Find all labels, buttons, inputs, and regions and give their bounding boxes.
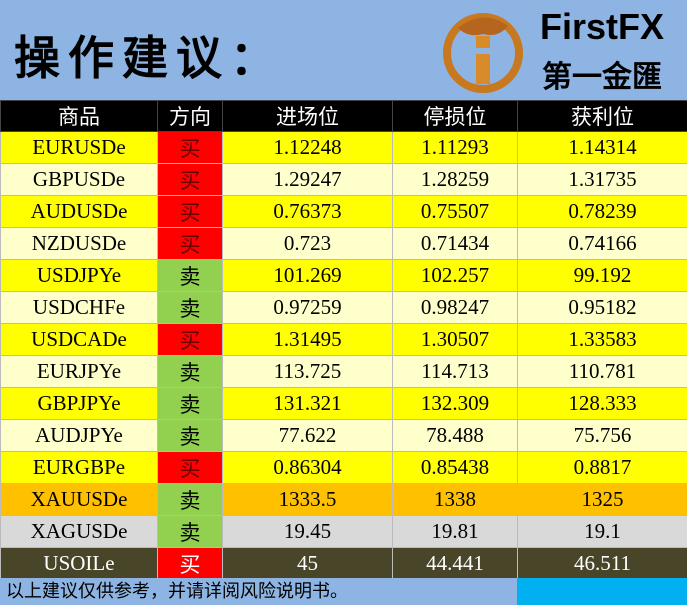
table-cell: 0.98247 — [392, 291, 518, 324]
table-cell: EURUSDe — [0, 131, 158, 164]
column-header: 停损位 — [392, 100, 518, 132]
column-header: 获利位 — [517, 100, 687, 132]
table-cell: 114.713 — [392, 355, 518, 388]
footer-cell — [517, 578, 687, 605]
table-row: XAGUSDe 卖 19.45 19.81 19.1 — [0, 515, 687, 548]
table-cell: 0.86304 — [222, 451, 393, 484]
table-cell: 19.1 — [517, 515, 687, 548]
table-row: USOILe 买 45 44.441 46.511 — [0, 547, 687, 580]
table-cell: 0.74166 — [517, 227, 687, 260]
table-cell: EURJPYe — [0, 355, 158, 388]
table-row: GBPUSDe 买 1.29247 1.28259 1.31735 — [0, 163, 687, 196]
table-cell: 0.78239 — [517, 195, 687, 228]
table-cell: 1.28259 — [392, 163, 518, 196]
table-cell: 0.723 — [222, 227, 393, 260]
table-cell: 44.441 — [392, 547, 518, 580]
table-cell: USOILe — [0, 547, 158, 580]
table-cell: XAGUSDe — [0, 515, 158, 548]
table-cell: 46.511 — [517, 547, 687, 580]
table-cell: GBPJPYe — [0, 387, 158, 420]
table-row: EURJPYe 卖 113.725 114.713 110.781 — [0, 355, 687, 388]
header: 操作建议： FirstFX 第一金匯 — [0, 0, 687, 100]
direction-cell: 卖 — [157, 483, 223, 516]
table-row: USDCADe 买 1.31495 1.30507 1.33583 — [0, 323, 687, 356]
table-cell: 0.76373 — [222, 195, 393, 228]
table-cell: 0.95182 — [517, 291, 687, 324]
table-cell: 1333.5 — [222, 483, 393, 516]
table-cell: 1338 — [392, 483, 518, 516]
table-cell: 0.85438 — [392, 451, 518, 484]
table-cell: 101.269 — [222, 259, 393, 292]
direction-cell: 买 — [157, 451, 223, 484]
direction-cell: 买 — [157, 227, 223, 260]
direction-cell: 卖 — [157, 419, 223, 452]
table-cell: 113.725 — [222, 355, 393, 388]
direction-cell: 买 — [157, 323, 223, 356]
table-row: NZDUSDe 买 0.723 0.71434 0.74166 — [0, 227, 687, 260]
table-cell: 1.31495 — [222, 323, 393, 356]
table-cell: 75.756 — [517, 419, 687, 452]
table-row: EURGBPe 买 0.86304 0.85438 0.8817 — [0, 451, 687, 484]
direction-cell: 买 — [157, 547, 223, 580]
direction-cell: 卖 — [157, 355, 223, 388]
table-cell: 0.97259 — [222, 291, 393, 324]
table-cell: USDCHFe — [0, 291, 158, 324]
table-cell: 1.11293 — [392, 131, 518, 164]
table-cell: USDCADe — [0, 323, 158, 356]
table-row: AUDUSDe 买 0.76373 0.75507 0.78239 — [0, 195, 687, 228]
table-cell: 77.622 — [222, 419, 393, 452]
direction-cell: 卖 — [157, 259, 223, 292]
table-cell: AUDJPYe — [0, 419, 158, 452]
direction-cell: 卖 — [157, 387, 223, 420]
title: 操作建议： — [14, 31, 284, 85]
table-row: GBPJPYe 卖 131.321 132.309 128.333 — [0, 387, 687, 420]
table-cell: NZDUSDe — [0, 227, 158, 260]
table-cell: AUDUSDe — [0, 195, 158, 228]
table-cell: 1325 — [517, 483, 687, 516]
table-cell: 19.81 — [392, 515, 518, 548]
table-cell: USDJPYe — [0, 259, 158, 292]
table-cell: 78.488 — [392, 419, 518, 452]
table-cell: 0.8817 — [517, 451, 687, 484]
brand-cn: 第一金匯 — [542, 60, 662, 95]
table-cell: GBPUSDe — [0, 163, 158, 196]
column-header: 进场位 — [222, 100, 393, 132]
direction-cell: 买 — [157, 163, 223, 196]
table-row: EURUSDe 买 1.12248 1.11293 1.14314 — [0, 131, 687, 164]
table-cell: 1.33583 — [517, 323, 687, 356]
table-cell: 1.12248 — [222, 131, 393, 164]
table-cell: 128.333 — [517, 387, 687, 420]
table-row: USDCHFe 卖 0.97259 0.98247 0.95182 — [0, 291, 687, 324]
table-cell: 102.257 — [392, 259, 518, 292]
table-cell: 1.30507 — [392, 323, 518, 356]
brand: FirstFX — [540, 6, 665, 47]
table-cell: XAUUSDe — [0, 483, 158, 516]
logo — [443, 13, 523, 93]
table-cell: 110.781 — [517, 355, 687, 388]
table-cell: 19.45 — [222, 515, 393, 548]
table-cell: 132.309 — [392, 387, 518, 420]
direction-cell: 买 — [157, 195, 223, 228]
direction-cell: 卖 — [157, 291, 223, 324]
footer-note: 以上建议仅供参考，并请详阅风险说明书。 — [0, 578, 517, 605]
table-cell: 131.321 — [222, 387, 393, 420]
table-row: AUDJPYe 卖 77.622 78.488 75.756 — [0, 419, 687, 452]
table-cell: 99.192 — [517, 259, 687, 292]
table-cell: 0.75507 — [392, 195, 518, 228]
table-cell: 1.29247 — [222, 163, 393, 196]
column-header: 商品 — [0, 100, 158, 132]
table-cell: 0.71434 — [392, 227, 518, 260]
table-cell: 1.14314 — [517, 131, 687, 164]
table-row: XAUUSDe 卖 1333.5 1338 1325 — [0, 483, 687, 516]
table-cell: 1.31735 — [517, 163, 687, 196]
column-header: 方向 — [157, 100, 223, 132]
direction-cell: 买 — [157, 131, 223, 164]
header-row: 商品 方向 进场位 停损位 获利位 — [0, 100, 687, 132]
table-row: USDJPYe 卖 101.269 102.257 99.192 — [0, 259, 687, 292]
table-cell: EURGBPe — [0, 451, 158, 484]
table-cell: 45 — [222, 547, 393, 580]
table: 商品 方向 进场位 停损位 获利位 EURUSDe 买 1.12248 1.11293 1.14… — [0, 100, 687, 580]
direction-cell: 卖 — [157, 515, 223, 548]
